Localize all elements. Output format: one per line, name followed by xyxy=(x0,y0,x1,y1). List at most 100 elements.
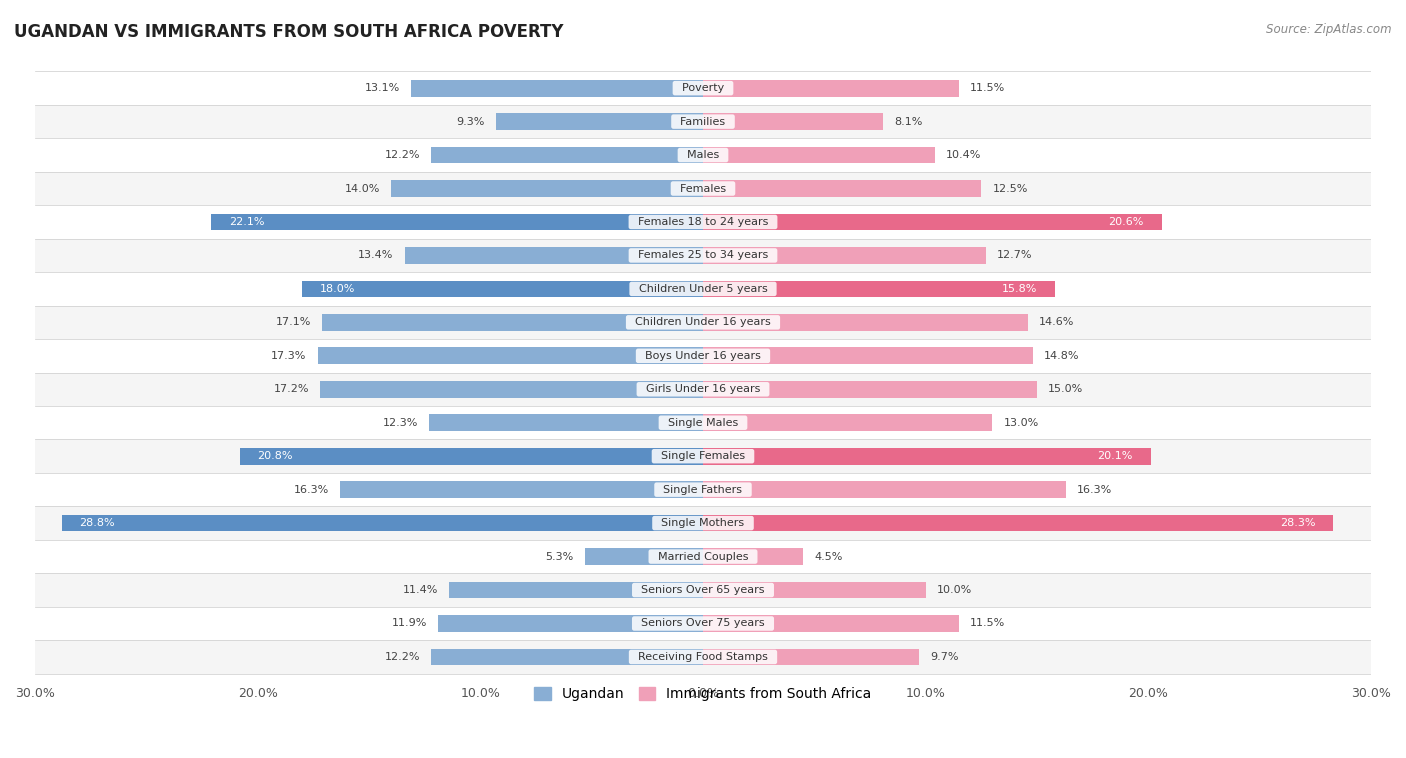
Bar xyxy=(391,180,703,197)
Bar xyxy=(322,314,703,330)
Text: 16.3%: 16.3% xyxy=(294,484,329,495)
Text: Children Under 5 years: Children Under 5 years xyxy=(631,284,775,294)
Bar xyxy=(35,205,1371,239)
Bar xyxy=(429,415,703,431)
Text: Females 18 to 24 years: Females 18 to 24 years xyxy=(631,217,775,227)
Text: Females: Females xyxy=(673,183,733,193)
Bar xyxy=(703,649,920,666)
Text: Girls Under 16 years: Girls Under 16 years xyxy=(638,384,768,394)
Bar xyxy=(703,615,959,632)
Text: Single Males: Single Males xyxy=(661,418,745,428)
Text: 11.9%: 11.9% xyxy=(391,619,427,628)
Bar xyxy=(35,573,1371,606)
Text: 18.0%: 18.0% xyxy=(321,284,356,294)
Text: 14.8%: 14.8% xyxy=(1043,351,1080,361)
Text: Children Under 16 years: Children Under 16 years xyxy=(628,318,778,327)
Text: 20.6%: 20.6% xyxy=(1108,217,1144,227)
Text: 13.4%: 13.4% xyxy=(359,250,394,261)
Bar xyxy=(35,540,1371,573)
Bar xyxy=(412,80,703,96)
Bar xyxy=(703,481,1066,498)
Text: 17.2%: 17.2% xyxy=(273,384,309,394)
Text: 9.7%: 9.7% xyxy=(931,652,959,662)
Bar xyxy=(302,280,703,297)
Text: 15.8%: 15.8% xyxy=(1001,284,1038,294)
Bar xyxy=(703,381,1038,398)
Text: Seniors Over 75 years: Seniors Over 75 years xyxy=(634,619,772,628)
Bar xyxy=(432,147,703,164)
Text: 9.3%: 9.3% xyxy=(457,117,485,127)
Text: 28.8%: 28.8% xyxy=(80,518,115,528)
Bar xyxy=(35,473,1371,506)
Text: Single Females: Single Females xyxy=(654,451,752,461)
Text: Receiving Food Stamps: Receiving Food Stamps xyxy=(631,652,775,662)
Text: Families: Families xyxy=(673,117,733,127)
Text: 12.2%: 12.2% xyxy=(385,150,420,160)
Bar xyxy=(703,247,986,264)
Text: Boys Under 16 years: Boys Under 16 years xyxy=(638,351,768,361)
Bar xyxy=(35,440,1371,473)
Text: Females 25 to 34 years: Females 25 to 34 years xyxy=(631,250,775,261)
Text: 14.6%: 14.6% xyxy=(1039,318,1074,327)
Bar xyxy=(35,172,1371,205)
Legend: Ugandan, Immigrants from South Africa: Ugandan, Immigrants from South Africa xyxy=(529,681,877,706)
Text: 4.5%: 4.5% xyxy=(814,552,842,562)
Text: 8.1%: 8.1% xyxy=(894,117,922,127)
Text: 11.4%: 11.4% xyxy=(402,585,439,595)
Bar xyxy=(321,381,703,398)
Bar xyxy=(35,138,1371,172)
Text: Single Mothers: Single Mothers xyxy=(654,518,752,528)
Text: Single Fathers: Single Fathers xyxy=(657,484,749,495)
Bar xyxy=(35,305,1371,339)
Bar xyxy=(703,214,1161,230)
Bar xyxy=(703,80,959,96)
Text: 5.3%: 5.3% xyxy=(546,552,574,562)
Bar xyxy=(585,548,703,565)
Bar xyxy=(211,214,703,230)
Bar xyxy=(62,515,703,531)
Bar xyxy=(703,581,925,598)
Text: Source: ZipAtlas.com: Source: ZipAtlas.com xyxy=(1267,23,1392,36)
Text: 11.5%: 11.5% xyxy=(970,619,1005,628)
Bar xyxy=(35,606,1371,641)
Text: Males: Males xyxy=(681,150,725,160)
Bar xyxy=(405,247,703,264)
Bar xyxy=(703,314,1028,330)
Text: 20.1%: 20.1% xyxy=(1098,451,1133,461)
Text: 14.0%: 14.0% xyxy=(344,183,380,193)
Text: 22.1%: 22.1% xyxy=(229,217,264,227)
Text: UGANDAN VS IMMIGRANTS FROM SOUTH AFRICA POVERTY: UGANDAN VS IMMIGRANTS FROM SOUTH AFRICA … xyxy=(14,23,564,41)
Bar xyxy=(496,113,703,130)
Bar xyxy=(35,406,1371,440)
Bar xyxy=(35,239,1371,272)
Bar xyxy=(240,448,703,465)
Bar xyxy=(703,280,1054,297)
Bar xyxy=(439,615,703,632)
Text: 16.3%: 16.3% xyxy=(1077,484,1112,495)
Bar xyxy=(703,180,981,197)
Bar xyxy=(703,113,883,130)
Bar xyxy=(35,506,1371,540)
Text: Seniors Over 65 years: Seniors Over 65 years xyxy=(634,585,772,595)
Bar xyxy=(449,581,703,598)
Bar xyxy=(35,105,1371,138)
Text: 15.0%: 15.0% xyxy=(1047,384,1084,394)
Text: 12.7%: 12.7% xyxy=(997,250,1032,261)
Text: 11.5%: 11.5% xyxy=(970,83,1005,93)
Bar xyxy=(35,272,1371,305)
Text: 13.0%: 13.0% xyxy=(1004,418,1039,428)
Text: 17.3%: 17.3% xyxy=(271,351,307,361)
Bar xyxy=(35,372,1371,406)
Text: 12.3%: 12.3% xyxy=(382,418,418,428)
Bar xyxy=(35,71,1371,105)
Bar xyxy=(703,347,1032,364)
Text: 13.1%: 13.1% xyxy=(366,83,401,93)
Text: Married Couples: Married Couples xyxy=(651,552,755,562)
Text: 10.0%: 10.0% xyxy=(936,585,972,595)
Text: 28.3%: 28.3% xyxy=(1279,518,1316,528)
Text: 17.1%: 17.1% xyxy=(276,318,311,327)
Text: 12.5%: 12.5% xyxy=(993,183,1028,193)
Text: 20.8%: 20.8% xyxy=(257,451,292,461)
Bar xyxy=(703,548,803,565)
Bar xyxy=(703,515,1333,531)
